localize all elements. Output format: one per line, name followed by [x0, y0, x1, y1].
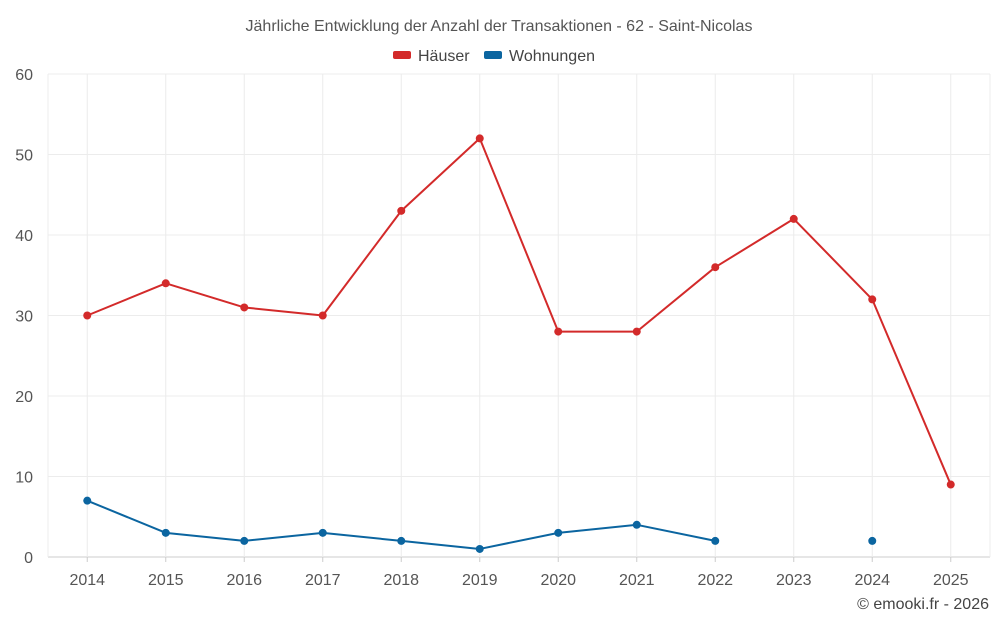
data-point[interactable] [946, 480, 955, 489]
data-point[interactable] [475, 544, 484, 553]
y-axis-ticks: 0 10 20 30 40 50 60 [15, 67, 33, 567]
legend-item-haeuser[interactable]: Häuser [393, 48, 470, 65]
data-point[interactable] [475, 134, 484, 143]
x-tick-label: 2018 [383, 572, 419, 589]
y-tick-label: 20 [15, 389, 33, 406]
chart-title: Jährliche Entwicklung der Anzahl der Tra… [246, 18, 753, 35]
data-point[interactable] [161, 528, 170, 537]
x-tick-label: 2022 [697, 572, 733, 589]
data-point[interactable] [240, 536, 249, 545]
data-point[interactable] [161, 279, 170, 288]
series [83, 134, 955, 553]
y-tick-label: 0 [24, 550, 33, 567]
data-point[interactable] [789, 214, 798, 223]
legend-item-wohnungen[interactable]: Wohnungen [484, 48, 595, 65]
data-point[interactable] [318, 528, 327, 537]
x-tick-label: 2021 [619, 572, 655, 589]
x-tick-label: 2015 [148, 572, 184, 589]
y-tick-label: 40 [15, 228, 33, 245]
data-point[interactable] [632, 520, 641, 529]
x-tick-label: 2016 [226, 572, 262, 589]
data-point[interactable] [397, 536, 406, 545]
x-tick-label: 2020 [540, 572, 576, 589]
series-0 [83, 134, 955, 489]
legend-swatch-wohnungen [484, 51, 502, 59]
legend-label-wohnungen: Wohnungen [509, 48, 595, 65]
x-tick-label: 2014 [69, 572, 105, 589]
data-point[interactable] [554, 528, 563, 537]
series-1 [83, 496, 877, 553]
data-point[interactable] [711, 263, 720, 272]
data-point[interactable] [711, 536, 720, 545]
x-axis-ticks: 2014 2015 2016 2017 2018 2019 2020 2021 2022 2023… [69, 572, 968, 589]
x-tick-label: 2019 [462, 572, 498, 589]
legend-swatch-haeuser [393, 51, 411, 59]
credit-text: © emooki.fr - 2026 [857, 596, 989, 613]
data-point[interactable] [318, 311, 327, 320]
y-tick-label: 60 [15, 67, 33, 84]
series-line-0 [86, 137, 952, 485]
x-tick-label: 2023 [776, 572, 812, 589]
data-point[interactable] [868, 295, 877, 304]
y-tick-label: 10 [15, 470, 33, 487]
data-point[interactable] [240, 303, 249, 312]
x-tick-label: 2017 [305, 572, 341, 589]
data-point[interactable] [83, 496, 92, 505]
legend-label-haeuser: Häuser [418, 48, 470, 65]
x-tick-label: 2025 [933, 572, 969, 589]
y-tick-label: 30 [15, 309, 33, 326]
data-point[interactable] [554, 327, 563, 336]
data-point[interactable] [83, 311, 92, 320]
y-tick-label: 50 [15, 148, 33, 165]
data-point[interactable] [868, 536, 877, 545]
data-point[interactable] [632, 327, 641, 336]
grid [47, 73, 991, 562]
legend: Häuser Wohnungen [393, 48, 595, 65]
data-point[interactable] [397, 206, 406, 215]
x-tick-label: 2024 [854, 572, 890, 589]
